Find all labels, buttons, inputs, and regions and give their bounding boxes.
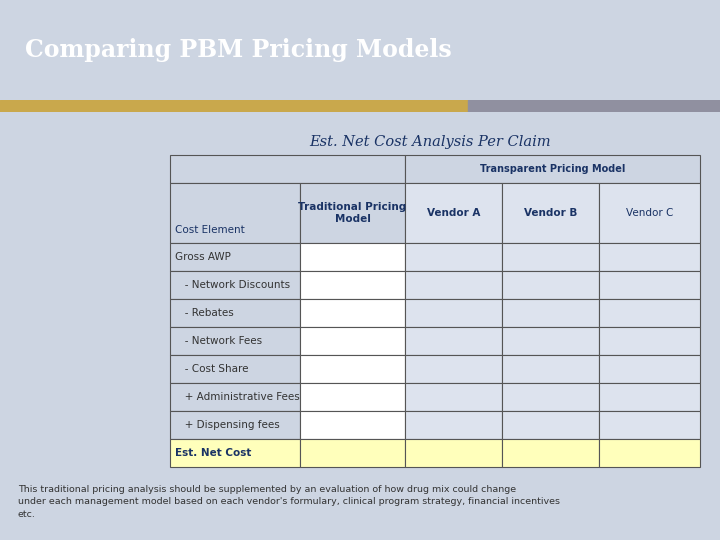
Bar bbox=[599, 183, 700, 243]
Bar bbox=[405, 355, 502, 383]
Bar bbox=[300, 411, 405, 439]
Text: Est. Net Cost: Est. Net Cost bbox=[175, 448, 251, 458]
Bar bbox=[502, 243, 599, 271]
Bar bbox=[502, 327, 599, 355]
Text: Est. Net Cost Analysis Per Claim: Est. Net Cost Analysis Per Claim bbox=[309, 135, 551, 149]
Bar bbox=[300, 327, 405, 355]
Text: - Network Fees: - Network Fees bbox=[175, 336, 262, 346]
Bar bbox=[300, 383, 405, 411]
Text: - Cost Share: - Cost Share bbox=[175, 364, 248, 374]
Bar bbox=[599, 327, 700, 355]
Bar bbox=[300, 355, 405, 383]
Text: Gross AWP: Gross AWP bbox=[175, 252, 231, 262]
Bar bbox=[405, 439, 502, 467]
Text: + Administrative Fees: + Administrative Fees bbox=[175, 392, 300, 402]
Bar bbox=[170, 271, 300, 299]
Bar bbox=[170, 155, 405, 183]
Bar bbox=[300, 183, 405, 243]
Text: Vendor C: Vendor C bbox=[626, 208, 673, 218]
Bar bbox=[405, 183, 502, 243]
Text: - Rebates: - Rebates bbox=[175, 308, 234, 318]
Bar bbox=[502, 271, 599, 299]
Bar bbox=[502, 183, 599, 243]
Bar bbox=[300, 439, 405, 467]
Text: This traditional pricing analysis should be supplemented by an evaluation of how: This traditional pricing analysis should… bbox=[18, 485, 560, 519]
Bar bbox=[170, 383, 300, 411]
Bar bbox=[300, 271, 405, 299]
Bar bbox=[502, 383, 599, 411]
Bar bbox=[405, 383, 502, 411]
Text: - Network Discounts: - Network Discounts bbox=[175, 280, 290, 290]
Bar bbox=[0, 100, 468, 112]
Bar bbox=[170, 299, 300, 327]
Bar bbox=[170, 439, 300, 467]
Bar bbox=[502, 299, 599, 327]
Bar bbox=[300, 299, 405, 327]
Bar bbox=[599, 411, 700, 439]
Bar bbox=[502, 355, 599, 383]
Bar bbox=[599, 439, 700, 467]
Bar bbox=[405, 271, 502, 299]
Text: Transparent Pricing Model: Transparent Pricing Model bbox=[480, 164, 625, 174]
Text: Cost Element: Cost Element bbox=[175, 225, 245, 235]
Bar bbox=[599, 383, 700, 411]
Text: Comparing PBM Pricing Models: Comparing PBM Pricing Models bbox=[25, 38, 452, 62]
Bar bbox=[405, 155, 700, 183]
Bar bbox=[170, 183, 300, 243]
Text: + Dispensing fees: + Dispensing fees bbox=[175, 420, 280, 430]
Text: Vendor B: Vendor B bbox=[524, 208, 577, 218]
Bar bbox=[405, 243, 502, 271]
Bar bbox=[405, 327, 502, 355]
Bar bbox=[170, 411, 300, 439]
Bar bbox=[405, 411, 502, 439]
Bar bbox=[599, 271, 700, 299]
Bar bbox=[170, 327, 300, 355]
Bar bbox=[405, 299, 502, 327]
Bar bbox=[599, 299, 700, 327]
Bar bbox=[599, 243, 700, 271]
Bar bbox=[599, 355, 700, 383]
Bar bbox=[468, 100, 720, 112]
Bar bbox=[502, 411, 599, 439]
Text: Traditional Pricing
Model: Traditional Pricing Model bbox=[298, 202, 407, 224]
Bar bbox=[170, 355, 300, 383]
Text: Vendor A: Vendor A bbox=[427, 208, 480, 218]
Bar bbox=[170, 243, 300, 271]
Bar bbox=[502, 439, 599, 467]
Bar bbox=[300, 243, 405, 271]
